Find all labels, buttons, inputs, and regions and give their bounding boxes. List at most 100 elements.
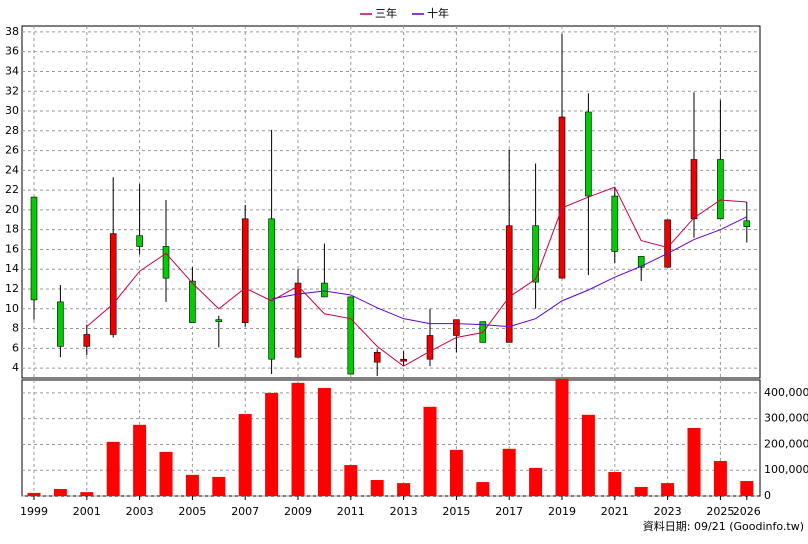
y-tick-label: 22 [5, 183, 19, 196]
candle-body [136, 235, 143, 247]
candle-body [294, 282, 302, 358]
candle-body [558, 116, 566, 279]
price-frame [21, 25, 761, 379]
candle-body [373, 351, 381, 363]
candle-body [690, 159, 698, 220]
x-tick-label: 2023 [654, 505, 682, 518]
x-tick-label: 2001 [73, 505, 101, 518]
x-tick-label: 2003 [126, 505, 154, 518]
y-tick-label: 4 [12, 361, 19, 374]
volume-bar [53, 489, 67, 496]
volume-bar [713, 460, 727, 496]
volume-bar [212, 476, 226, 496]
volume-bar [317, 387, 331, 496]
y-tick-label: 14 [5, 262, 19, 275]
volume-bar [238, 414, 252, 496]
candle-body [215, 319, 223, 322]
y-tick-label: 28 [5, 124, 19, 137]
volume-bar [397, 483, 411, 496]
y-tick-label: 200,000 [764, 437, 808, 450]
x-tick-label: 2011 [337, 505, 365, 518]
candle-body [400, 358, 407, 362]
volume-bar [634, 486, 648, 496]
y-tick-label: 32 [5, 84, 19, 97]
candle-body [268, 218, 275, 360]
candle-body [30, 196, 38, 301]
candle-body [585, 111, 592, 197]
candle-body [743, 220, 751, 228]
y-tick-label: 34 [5, 64, 19, 77]
candle-body [637, 256, 645, 268]
y-tick-label: 6 [12, 341, 19, 354]
candle-body [241, 218, 249, 323]
candle-body [83, 334, 91, 347]
volume-bar [529, 467, 543, 496]
ma-line [86, 186, 747, 367]
candle-body [57, 301, 64, 347]
volume-bar [80, 492, 94, 496]
x-tick-label: 2009 [284, 505, 312, 518]
volume-bar [423, 406, 437, 496]
candle-body [426, 335, 434, 360]
ma-line [271, 216, 748, 328]
candle-body [611, 195, 619, 252]
volume-bar [581, 414, 595, 496]
candle-body [162, 246, 170, 279]
y-tick-label: 18 [5, 223, 19, 236]
volume-bar [133, 424, 147, 496]
volume-bar [687, 427, 701, 496]
legend-label: 十年 [427, 6, 449, 20]
candle-body [347, 296, 355, 375]
x-tick-label: 2026 [733, 505, 761, 518]
candle-body [321, 282, 328, 298]
volume-bar [291, 382, 305, 496]
candle-body [532, 225, 539, 283]
y-tick-label: 100,000 [764, 463, 808, 476]
volume-bar [370, 480, 384, 496]
x-tick-label: 2021 [601, 505, 629, 518]
volume-bar [159, 451, 173, 496]
y-tick-label: 16 [5, 242, 19, 255]
y-tick-label: 0 [764, 489, 771, 502]
volume-bar [502, 448, 516, 496]
y-tick-label: 26 [5, 144, 19, 157]
x-tick-label: 2025 [706, 505, 734, 518]
x-tick-label: 2017 [495, 505, 523, 518]
volume-bar [265, 392, 279, 496]
y-tick-label: 8 [12, 322, 19, 335]
y-tick-label: 400,000 [764, 386, 808, 399]
candle-body [189, 280, 196, 323]
legend-label: 三年 [375, 6, 397, 20]
volume-bar [106, 441, 120, 496]
candle-body [717, 159, 724, 220]
volume-bar [27, 492, 41, 496]
x-tick-label: 2007 [231, 505, 259, 518]
x-tick-label: 2005 [178, 505, 206, 518]
y-tick-label: 12 [5, 282, 19, 295]
x-tick-label: 2013 [390, 505, 418, 518]
y-tick-label: 300,000 [764, 412, 808, 425]
volume-bar [661, 483, 675, 496]
y-tick-label: 36 [5, 45, 19, 58]
candle-body [505, 225, 513, 343]
x-tick-label: 2019 [548, 505, 576, 518]
volume-bar [344, 465, 358, 496]
volume-bar [740, 481, 754, 496]
y-tick-label: 10 [5, 302, 19, 315]
candle-body [453, 319, 460, 336]
volume-frame [21, 379, 761, 497]
y-tick-label: 38 [5, 25, 19, 38]
candle-body [109, 233, 117, 335]
volume-bar [185, 474, 199, 496]
x-tick-label: 2015 [442, 505, 470, 518]
volume-bar [476, 482, 490, 496]
candle-body [664, 219, 671, 268]
x-tick-label: 1999 [20, 505, 48, 518]
volume-bar [608, 472, 622, 496]
volume-bar [555, 378, 569, 496]
footer: 資料日期: 09/21 (Goodinfo.tw) [643, 519, 804, 533]
volume-bar [449, 449, 463, 496]
y-tick-label: 20 [5, 203, 19, 216]
y-tick-label: 30 [5, 104, 19, 117]
